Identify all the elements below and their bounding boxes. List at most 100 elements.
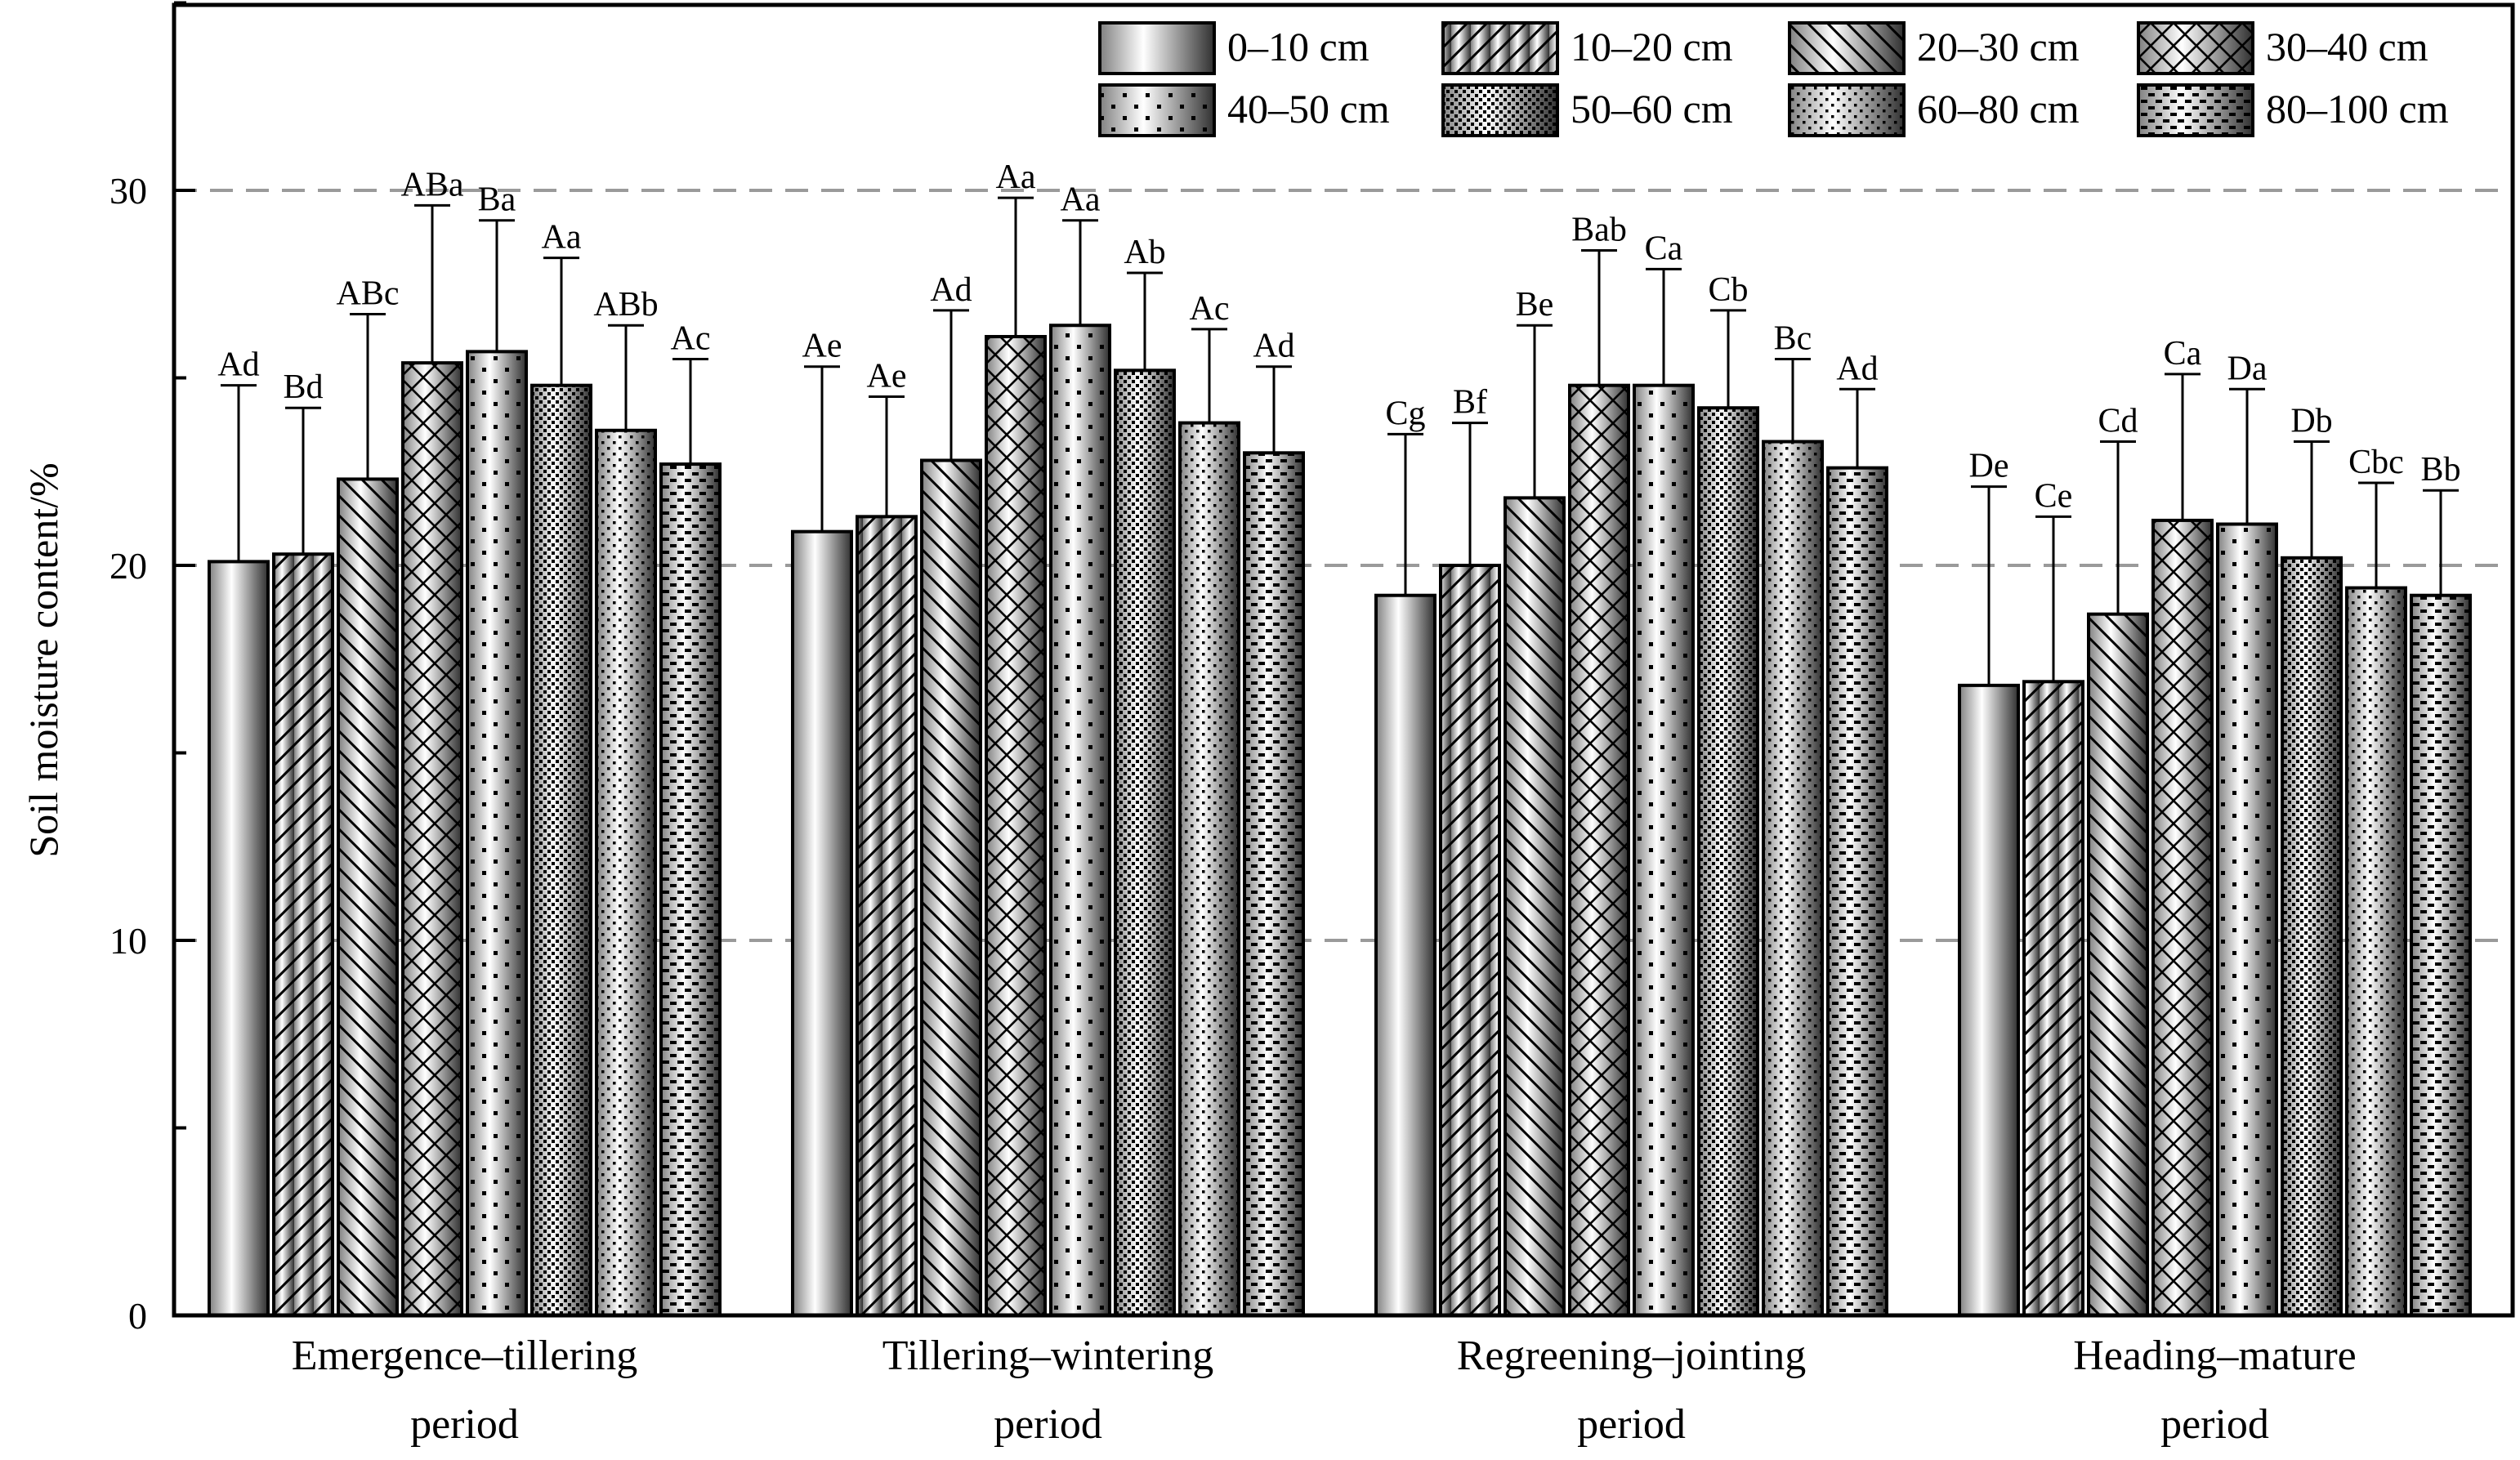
bar-pattern-fill	[403, 363, 462, 1315]
bar	[2022, 680, 2084, 1317]
bar-pattern-fill	[532, 385, 591, 1316]
x-category-label: period	[1577, 1401, 1686, 1448]
bar-pattern-fill	[1244, 453, 1303, 1315]
bar	[1958, 683, 2020, 1317]
bar-pattern-fill	[2024, 681, 2083, 1315]
legend-swatch	[1441, 83, 1559, 137]
bar	[1762, 440, 1824, 1317]
bar	[1178, 421, 1240, 1318]
bar-outline	[1788, 21, 1906, 75]
significance-label: Ca	[1645, 230, 1683, 267]
bar-pattern-fill	[1699, 408, 1758, 1316]
bar-pattern-fill	[1763, 441, 1822, 1315]
legend-label: 0–10 cm	[1227, 24, 1369, 69]
bar	[1826, 466, 1888, 1317]
bar-pattern-fill	[1570, 385, 1629, 1316]
bar-pattern-fill	[1789, 85, 1904, 136]
x-category-label: Tillering–wintering	[882, 1333, 1213, 1379]
bar	[401, 361, 463, 1317]
bar-outline	[1788, 83, 1906, 137]
x-category-label: Heading–mature	[2073, 1333, 2357, 1379]
bar-pattern-fill	[1634, 385, 1693, 1316]
bar-pattern-fill	[2089, 614, 2147, 1315]
bar-outline	[1441, 83, 1559, 137]
bar	[2410, 593, 2472, 1317]
x-category-label: period	[410, 1401, 519, 1448]
bar-pattern-fill	[596, 430, 655, 1315]
bar	[659, 462, 722, 1318]
significance-label: Ba	[478, 181, 516, 219]
bar	[1374, 593, 1436, 1317]
significance-label: Ad	[930, 271, 972, 309]
bar-gradient-fill	[1959, 685, 2018, 1315]
plot-frame	[172, 2, 2515, 1318]
legend-label: 30–40 cm	[2266, 24, 2428, 69]
bar-pattern-fill	[1443, 23, 1557, 74]
significance-label: Ad	[1836, 350, 1878, 387]
bar-pattern-fill	[986, 337, 1045, 1315]
bars: Ad Ae Cg De Bd Ae Bf Ce ABc Ad Be Cd ABa Aa Bab Ca Ba Aa C…	[208, 159, 2472, 1318]
significance-label: Cg	[1385, 395, 1425, 432]
bar-pattern-fill	[338, 479, 397, 1315]
bar-gradient-fill	[1376, 595, 1435, 1315]
bar	[856, 515, 918, 1317]
bar	[791, 529, 853, 1317]
bar	[2281, 556, 2343, 1317]
legend-label: 60–80 cm	[1917, 86, 2080, 132]
bar-pattern-fill	[1051, 325, 1110, 1315]
significance-label: Ca	[2164, 335, 2202, 373]
bar-gradient-fill	[209, 561, 268, 1315]
legend-swatch	[1788, 83, 1906, 137]
bar	[272, 552, 334, 1317]
legend-label: 50–60 cm	[1571, 86, 1733, 132]
significance-label: Aa	[996, 159, 1036, 196]
legend-label: 10–20 cm	[1571, 24, 1733, 69]
bar	[1504, 496, 1566, 1317]
bar	[337, 477, 399, 1317]
legend-label: 80–100 cm	[2266, 86, 2449, 132]
bar-outline	[1441, 21, 1559, 75]
bar-gradient-fill	[1100, 23, 1214, 74]
y-tick-label: 10	[109, 920, 147, 962]
significance-label: ABa	[401, 166, 464, 203]
bar-pattern-fill	[1115, 370, 1174, 1315]
bar-outline	[2137, 21, 2254, 75]
significance-label: Ad	[217, 346, 259, 384]
bar-pattern-fill	[2218, 524, 2276, 1315]
bar	[1697, 406, 1759, 1318]
significance-label: Bab	[1571, 211, 1627, 248]
bar-pattern-fill	[1828, 467, 1887, 1316]
significance-label: Cd	[2098, 403, 2138, 440]
bar-outline	[1098, 21, 1216, 75]
y-tick-label: 0	[128, 1295, 147, 1337]
significance-label: Ce	[2035, 477, 2073, 515]
y-axis-title: Soil moisture content/%	[20, 462, 66, 857]
bar-pattern-fill	[2138, 23, 2253, 74]
x-category-label: Emergence–tillering	[292, 1333, 638, 1379]
bar-pattern-fill	[1443, 85, 1557, 136]
significance-label: Bf	[1453, 384, 1487, 422]
bar-pattern-fill	[922, 460, 981, 1315]
bar-outline	[2137, 83, 2254, 137]
significance-label: Db	[2290, 403, 2332, 440]
legend: 0–10 cm 10–20 cm 20–30 cm 30–40 cm 40–50 cm 5…	[1098, 21, 2449, 137]
significance-label: Ab	[1124, 234, 1165, 271]
bar	[595, 428, 657, 1317]
bar	[1049, 324, 1111, 1317]
bar-pattern-fill	[1100, 85, 1214, 136]
bar	[1243, 451, 1305, 1317]
legend-swatch	[1098, 21, 1216, 75]
bar-pattern-fill	[2138, 85, 2253, 136]
bar-pattern-fill	[467, 351, 526, 1315]
legend-swatch	[2137, 21, 2254, 75]
significance-label: Cb	[1708, 271, 1748, 309]
bar-pattern-fill	[2282, 557, 2341, 1315]
significance-label: Aa	[1061, 181, 1101, 219]
legend-swatch	[1441, 21, 1559, 75]
bar-pattern-fill	[1789, 23, 1904, 74]
significance-label: ABc	[337, 275, 400, 312]
significance-label: De	[1969, 448, 2009, 485]
bar-pattern-fill	[1180, 422, 1239, 1315]
bar	[2087, 612, 2149, 1317]
